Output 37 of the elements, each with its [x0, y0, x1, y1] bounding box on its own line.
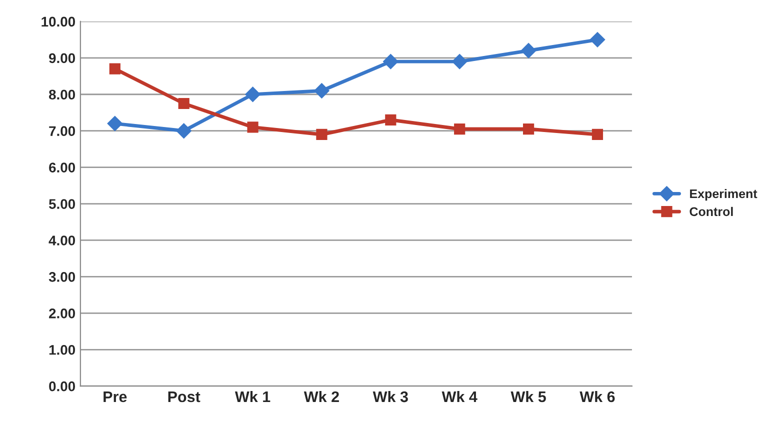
y-tick-label: 6.00	[49, 162, 75, 172]
point	[520, 43, 536, 58]
point	[176, 123, 192, 138]
point	[314, 83, 330, 98]
point	[109, 63, 120, 74]
y-tick-label: 3.00	[48, 272, 75, 282]
y-tick-label: 1.00	[49, 344, 75, 355]
point	[383, 54, 398, 70]
y-tick-label: 4.00	[48, 236, 75, 246]
x-tick-label: Wk 3	[372, 390, 408, 402]
point	[452, 54, 468, 70]
x-tick-label: Post	[168, 392, 200, 402]
point	[247, 122, 258, 133]
y-tick-label: 8.00	[48, 90, 75, 100]
legend-label: Experiment	[690, 189, 758, 201]
y-tick-label: 2.00	[49, 308, 75, 318]
x-tick-label: Wk 4	[442, 390, 478, 402]
point	[178, 98, 190, 110]
point	[385, 114, 396, 126]
x-tick-label: Wk 5	[510, 390, 546, 402]
point	[590, 32, 606, 48]
y-tick-label: 7.00	[49, 126, 75, 136]
legend-label: Control	[690, 206, 733, 216]
x-tick-label: Wk 6	[580, 390, 615, 402]
y-tick-label: 9.00	[49, 53, 75, 64]
y-tick-label: 0.00	[49, 381, 75, 392]
point	[522, 123, 534, 135]
y-tick-label: 5.00	[48, 199, 75, 209]
point	[592, 128, 604, 140]
y-tick-label: 10.00	[42, 16, 76, 27]
point	[107, 116, 122, 132]
x-tick-label: Wk 2	[304, 390, 339, 402]
x-tick-label: Pre	[104, 392, 127, 402]
point	[316, 128, 328, 140]
x-tick-label: Wk 1	[234, 390, 270, 402]
point	[245, 86, 260, 102]
point	[454, 123, 466, 135]
